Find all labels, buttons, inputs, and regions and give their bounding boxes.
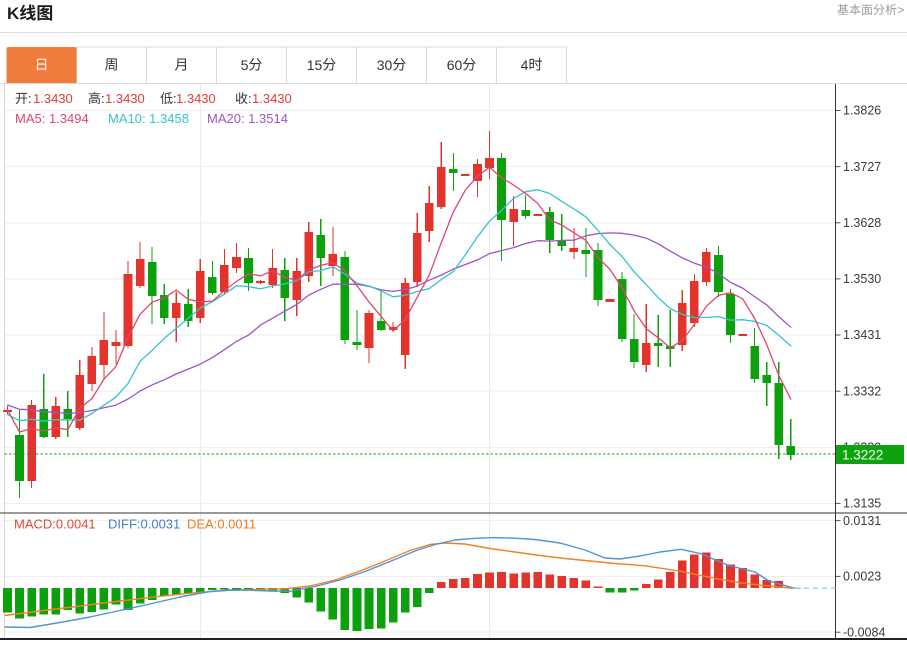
svg-text::: : <box>101 91 105 106</box>
svg-text:60: 60 <box>447 57 463 73</box>
svg-text:1.3135: 1.3135 <box>843 497 881 511</box>
svg-text:1.3222: 1.3222 <box>842 448 883 463</box>
svg-text:MACD:0.0041: MACD:0.0041 <box>14 517 96 532</box>
svg-text:1.3430: 1.3430 <box>33 91 73 106</box>
svg-text:1.3727: 1.3727 <box>843 160 881 174</box>
svg-text::: : <box>173 91 177 106</box>
svg-text::: : <box>248 91 252 106</box>
svg-text:0.0023: 0.0023 <box>843 570 881 584</box>
svg-text:1.3430: 1.3430 <box>176 91 216 106</box>
svg-text:K: K <box>7 4 20 23</box>
svg-text:1.3431: 1.3431 <box>843 328 881 342</box>
svg-text:MA5: 1.3494: MA5: 1.3494 <box>15 111 89 126</box>
svg-text:DIFF:0.0031: DIFF:0.0031 <box>108 517 180 532</box>
svg-text:0.0131: 0.0131 <box>843 514 881 528</box>
svg-text:1.3530: 1.3530 <box>843 272 881 286</box>
svg-text:MA20: 1.3514: MA20: 1.3514 <box>207 111 288 126</box>
svg-text:1.3628: 1.3628 <box>843 216 881 230</box>
svg-text:30: 30 <box>377 57 393 73</box>
svg-text:1.3430: 1.3430 <box>252 91 292 106</box>
svg-text:1.3826: 1.3826 <box>843 104 881 118</box>
svg-text:15: 15 <box>307 57 323 73</box>
svg-text:-0.0084: -0.0084 <box>843 625 885 639</box>
svg-text:1.3430: 1.3430 <box>105 91 145 106</box>
svg-text:>: > <box>898 3 905 17</box>
svg-text:1.3332: 1.3332 <box>843 384 881 398</box>
svg-text::: : <box>28 91 32 106</box>
svg-text:5: 5 <box>241 57 249 73</box>
svg-text:MA10: 1.3458: MA10: 1.3458 <box>108 111 189 126</box>
svg-text:4: 4 <box>521 57 529 73</box>
svg-text:DEA:0.0011: DEA:0.0011 <box>187 517 256 532</box>
